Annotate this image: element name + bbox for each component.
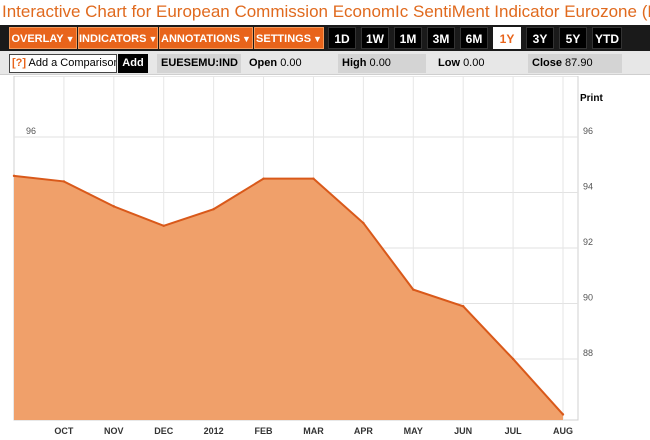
close-quote: Close 87.90 xyxy=(528,54,622,73)
data-point xyxy=(62,180,66,183)
chart-toolbar: OVERLAY ▼ INDICATORS ▼ ANNOTATIONS ▼ SETTIN… xyxy=(0,25,650,51)
data-point xyxy=(262,177,265,180)
x-tick-label: DEC xyxy=(154,426,174,436)
low-value: 0.00 xyxy=(463,57,485,69)
range-button-6m[interactable]: 6M xyxy=(460,27,488,49)
data-point xyxy=(561,413,565,416)
x-tick-label: OCT xyxy=(54,426,74,436)
high-quote: High 0.00 xyxy=(338,54,426,73)
open-label: Open xyxy=(249,57,278,69)
indicators-menu-label: INDICATORS xyxy=(79,33,147,45)
area-fill xyxy=(14,175,563,420)
add-comparison-placeholder: Add a Comparison xyxy=(28,57,117,69)
settings-menu-label: SETTINGS xyxy=(256,33,312,45)
x-tick-label: 2012 xyxy=(204,426,224,436)
range-button-3y[interactable]: 3Y xyxy=(526,27,554,49)
close-label: Close xyxy=(532,57,562,69)
settings-menu-button[interactable]: SETTINGS ▼ xyxy=(254,27,324,49)
data-point xyxy=(162,224,165,228)
range-button-ytd[interactable]: YTD xyxy=(592,27,622,49)
x-tick-label: NOV xyxy=(104,426,124,436)
range-button-5y[interactable]: 5Y xyxy=(559,27,587,49)
ticker-symbol-text: EUESEMU:IND xyxy=(161,57,239,69)
range-button-1m[interactable]: 1M xyxy=(394,27,422,49)
overlay-menu-button[interactable]: OVERLAY ▼ xyxy=(9,27,77,49)
y-tick-label-right: 90 xyxy=(583,292,593,302)
y-tick-label-right: 94 xyxy=(583,182,593,192)
add-comparison-button[interactable]: Add xyxy=(118,54,148,73)
range-button-3m[interactable]: 3M xyxy=(427,27,455,49)
y-tick-label-right: 92 xyxy=(583,237,593,247)
annotations-menu-label: ANNOTATIONS xyxy=(161,33,241,45)
indicators-menu-button[interactable]: INDICATORS ▼ xyxy=(78,27,158,49)
high-value: 0.00 xyxy=(369,57,391,69)
high-label: High xyxy=(342,57,367,69)
x-tick-label: JUN xyxy=(454,426,472,436)
data-point xyxy=(12,174,16,178)
help-icon[interactable]: [?] xyxy=(12,57,27,69)
y-tick-label-right: 96 xyxy=(583,126,593,136)
overlay-menu-label: OVERLAY xyxy=(11,33,64,45)
open-quote: Open 0.00 xyxy=(245,54,325,73)
x-tick-label: AUG xyxy=(553,426,573,436)
close-value: 87.90 xyxy=(565,57,593,69)
data-point xyxy=(212,207,215,211)
chevron-down-icon: ▼ xyxy=(65,34,75,44)
data-point xyxy=(312,177,315,180)
x-tick-label: MAR xyxy=(303,426,324,436)
x-tick-label: APR xyxy=(354,426,374,436)
y-tick-label-right: 88 xyxy=(583,348,593,358)
data-point xyxy=(461,305,465,308)
ticker-symbol: EUESEMU:IND xyxy=(157,54,241,73)
chart-page-title: Interactive Chart for European Commissio… xyxy=(0,0,650,24)
data-point xyxy=(412,288,415,291)
chart-area[interactable]: 88889090929294949696OCTNOVDEC2012FEBMARA… xyxy=(0,76,650,440)
data-point xyxy=(362,221,365,225)
data-point xyxy=(511,357,515,361)
add-comparison-input[interactable]: [?] Add a Comparison xyxy=(9,54,117,73)
range-button-1d[interactable]: 1D xyxy=(328,27,356,49)
area-chart: 88889090929294949696OCTNOVDEC2012FEBMARA… xyxy=(12,76,593,436)
range-button-1y[interactable]: 1Y xyxy=(493,27,521,49)
chevron-down-icon: ▼ xyxy=(148,34,158,44)
chevron-down-icon: ▼ xyxy=(242,34,251,44)
annotations-menu-button[interactable]: ANNOTATIONS ▼ xyxy=(159,27,253,49)
low-quote: Low 0.00 xyxy=(434,54,518,73)
chevron-down-icon: ▼ xyxy=(313,34,322,44)
range-button-1w[interactable]: 1W xyxy=(361,27,389,49)
x-tick-label: FEB xyxy=(255,426,274,436)
y-tick-label-left: 96 xyxy=(26,126,36,136)
x-tick-label: MAY xyxy=(404,426,423,436)
print-link[interactable]: Print xyxy=(580,93,603,104)
quote-info-bar: [?] Add a Comparison Add EUESEMU:IND Ope… xyxy=(0,51,650,75)
data-point xyxy=(112,205,116,208)
open-value: 0.00 xyxy=(280,57,302,69)
x-tick-label: JUL xyxy=(505,426,523,436)
series-line xyxy=(13,174,564,416)
low-label: Low xyxy=(438,57,460,69)
